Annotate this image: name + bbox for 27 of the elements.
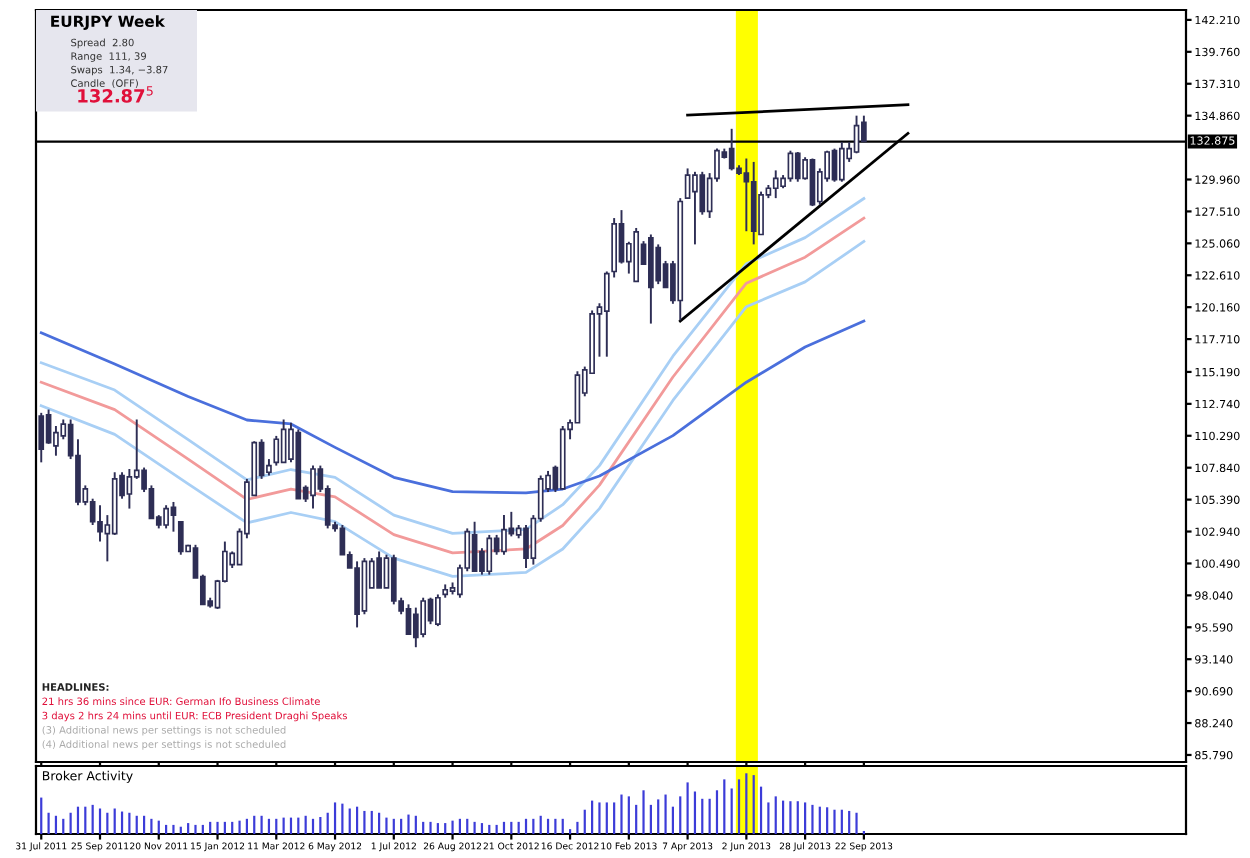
candlestick: [177, 520, 184, 556]
candlestick: [486, 533, 493, 576]
candlestick: [772, 169, 779, 200]
candlestick: [405, 603, 412, 636]
line-series: [39, 319, 866, 495]
candlestick: [728, 127, 735, 172]
candlestick: [794, 151, 801, 183]
annotation: 132.87$^{5}$: [78, 86, 153, 103]
candlestick: [684, 167, 691, 200]
candlestick: [501, 514, 507, 556]
candlestick: [163, 504, 169, 530]
candlestick: [376, 550, 382, 589]
candlestick: [310, 464, 316, 510]
candlestick: [787, 149, 794, 183]
candlestick: [354, 560, 360, 629]
candlestick: [523, 524, 529, 569]
candlestick: [692, 170, 698, 246]
candlestick: [420, 596, 427, 639]
candlestick: [412, 606, 419, 649]
candlestick: [743, 157, 750, 233]
candlestick: [38, 411, 45, 464]
candlestick: [838, 141, 845, 183]
candlestick: [390, 553, 397, 606]
candlestick: [655, 243, 662, 286]
candlestick: [170, 500, 177, 533]
candlestick: [126, 468, 133, 510]
candlestick: [574, 370, 581, 424]
